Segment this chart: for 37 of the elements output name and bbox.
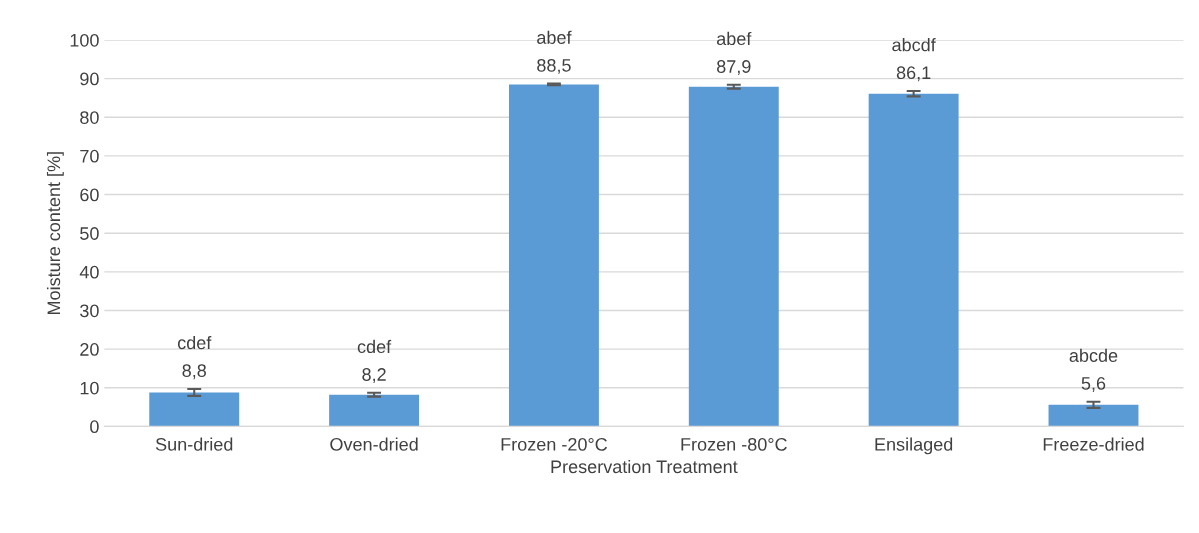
y-axis-title: Moisture content [%]: [46, 152, 64, 314]
x-tick-label: Frozen -20°C: [501, 437, 608, 451]
y-tick-label: 80: [80, 111, 99, 124]
bar: [868, 93, 959, 427]
y-tick-label: 70: [80, 149, 99, 163]
bar: [688, 86, 779, 427]
bar: [149, 392, 240, 427]
annotation: abcdf: [892, 38, 936, 52]
bar: [508, 84, 599, 427]
annotation: abcde: [1069, 348, 1118, 362]
annotation: abef: [716, 31, 752, 46]
annotation: cdef: [177, 335, 212, 350]
y-tick-label: 60: [80, 188, 99, 202]
bar: [329, 394, 420, 427]
x-tick-label: Oven-dried: [330, 437, 418, 451]
y-tick-label: 30: [80, 304, 99, 318]
annotation: abef: [537, 30, 572, 44]
y-tick-label: 100: [70, 33, 99, 47]
y-tick-label: 40: [79, 265, 99, 279]
data-label: 8,2: [362, 368, 386, 384]
y-tick-label: 90: [80, 72, 99, 86]
x-tick-label: Sun-dried: [155, 437, 233, 451]
y-tick-label: 10: [80, 381, 99, 395]
y-tick-label: 50: [80, 227, 99, 240]
data-label: 5,6: [1081, 376, 1106, 392]
data-label: 87,9: [717, 60, 751, 76]
data-label: 8,8: [182, 364, 206, 380]
x-tick-label: Frozen -80°C: [681, 437, 787, 451]
x-tick-label: Freeze-dried: [1043, 437, 1144, 451]
x-axis-title: Preservation Treatment: [551, 459, 738, 474]
bar: [1048, 404, 1139, 427]
y-tick-label: 0: [90, 420, 99, 434]
data-label: 86,1: [896, 66, 931, 82]
x-tick-label: Ensilaged: [875, 437, 953, 455]
annotation: cdef: [357, 339, 392, 354]
y-tick-label: 20: [80, 343, 99, 356]
data-label: 88,5: [537, 58, 571, 74]
